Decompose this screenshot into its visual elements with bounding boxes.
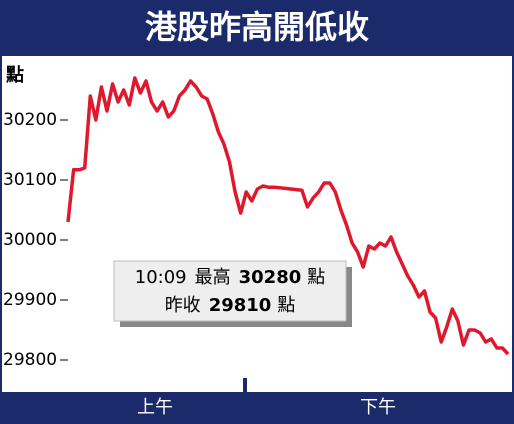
annotation-text: 30280 bbox=[239, 267, 302, 288]
x-tick-label: 下午 bbox=[360, 397, 396, 418]
title-bar bbox=[0, 0, 514, 56]
annotation-line: 10:09 最高 30280 點 bbox=[135, 267, 326, 288]
y-axis-label: 點 bbox=[5, 65, 24, 86]
annotation-text: 10:09 bbox=[135, 267, 187, 288]
annotation-text: 最高 bbox=[195, 267, 231, 288]
y-tick-label: 30000 bbox=[3, 230, 57, 250]
annotation-text: 29810 bbox=[209, 295, 272, 316]
y-tick-label: 30100 bbox=[3, 170, 57, 190]
x-axis-bar bbox=[0, 392, 514, 424]
annotation-text: 點 bbox=[277, 295, 295, 316]
y-tick-label: 30200 bbox=[3, 110, 57, 130]
annotation-box bbox=[113, 260, 347, 322]
annotation-line: 昨收 29810 點 bbox=[165, 295, 296, 316]
y-tick-label: 29800 bbox=[3, 350, 57, 370]
session-divider bbox=[243, 378, 247, 392]
y-tick-label: 29900 bbox=[3, 290, 57, 310]
x-tick-label: 上午 bbox=[137, 397, 173, 418]
annotation-text: 昨收 bbox=[165, 295, 201, 316]
price-line bbox=[66, 76, 510, 356]
chart-title: 港股昨高開低收 bbox=[145, 8, 369, 46]
annotation-text: 點 bbox=[307, 267, 325, 288]
plot: 29800 29900 30000 30100 30200 bbox=[3, 76, 510, 370]
